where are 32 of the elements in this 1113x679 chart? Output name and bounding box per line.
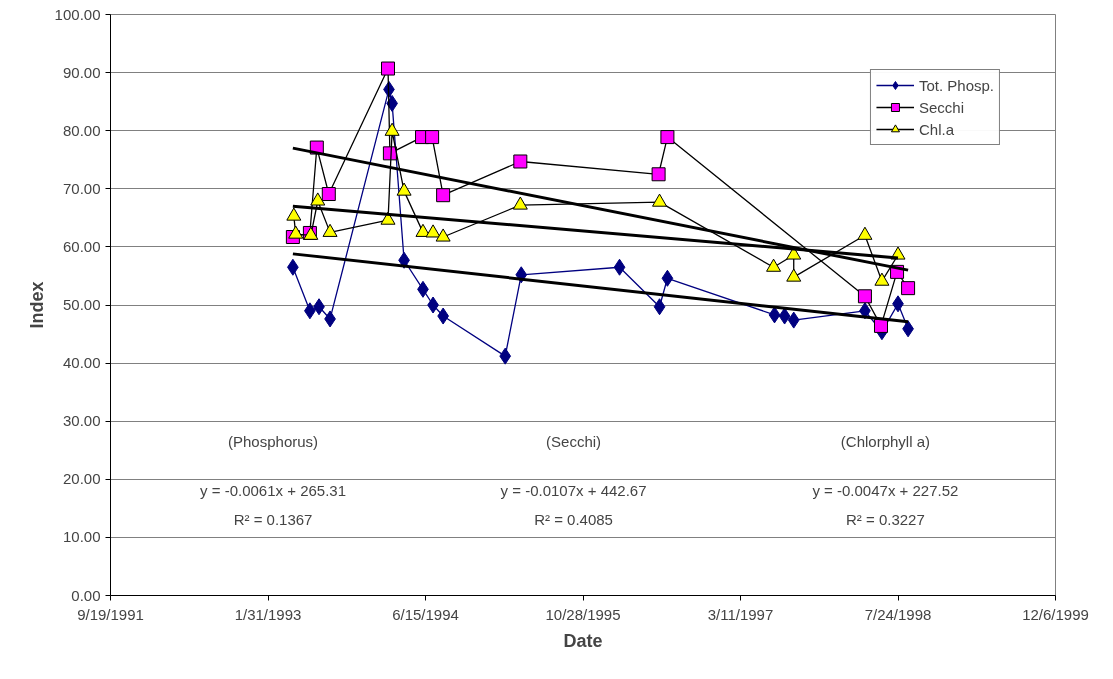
y-tick-label: 50.00 — [62, 296, 101, 313]
y-tick-label: 90.00 — [62, 63, 101, 81]
y-tick-label: 10.00 — [62, 528, 101, 546]
annotation: R² = 0.3227 — [846, 511, 925, 529]
annotation: (Phosphorus) — [228, 433, 319, 451]
annotation: R² = 0.1367 — [233, 511, 313, 529]
annotation: y = -0.0061x + 265.31 — [200, 482, 347, 500]
y-tick-label: 100.00 — [54, 5, 101, 23]
x-tick-label: 3/11/1997 — [707, 605, 774, 623]
annotation: y = -0.0047x + 227.52 — [812, 482, 959, 500]
y-tick-label: 30.00 — [62, 412, 101, 430]
legend-label: Secchi — [918, 98, 964, 116]
y-axis-title: Index — [26, 281, 47, 329]
annotation: R² = 0.4085 — [534, 511, 613, 529]
y-tick-label: 40.00 — [62, 354, 101, 372]
x-tick-label: 10/28/1995 — [545, 605, 621, 623]
x-tick-label: 6/15/1994 — [392, 605, 459, 623]
annotation: (Chlorphyll a) — [840, 433, 931, 451]
legend-label: Chl.a — [918, 120, 954, 138]
annotation: (Secchi) — [546, 433, 602, 451]
x-tick-label: 1/31/1993 — [234, 605, 302, 623]
y-tick-label: 80.00 — [62, 121, 101, 139]
legend-label: Tot. Phosp. — [918, 76, 994, 94]
y-tick-label: 60.00 — [62, 237, 101, 255]
annotation: y = -0.0107x + 442.67 — [500, 482, 647, 500]
x-tick-label: 9/19/1991 — [77, 605, 144, 623]
y-tick-label: 20.00 — [62, 470, 101, 488]
x-axis-title: Date — [563, 630, 603, 651]
x-tick-label: 7/24/1998 — [864, 605, 932, 623]
y-tick-label: 0.00 — [71, 586, 101, 604]
x-tick-label: 12/6/1999 — [1022, 605, 1089, 623]
y-tick-label: 70.00 — [62, 179, 101, 197]
